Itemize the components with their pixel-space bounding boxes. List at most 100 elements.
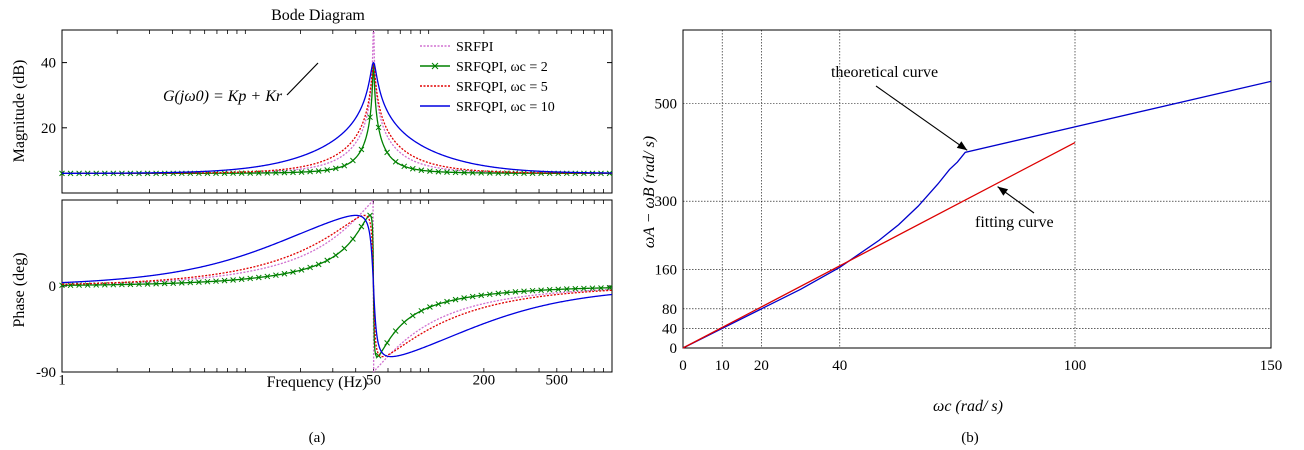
frequency-tick-label: 50 bbox=[366, 373, 381, 389]
series-marker bbox=[255, 170, 262, 176]
annotation-arrow-head bbox=[956, 141, 968, 151]
series-marker bbox=[538, 287, 544, 294]
panel-b-ytick-label: 300 bbox=[655, 194, 678, 210]
series-marker bbox=[589, 285, 596, 292]
series-marker bbox=[606, 284, 613, 291]
panel-b-xtick-label: 10 bbox=[715, 358, 730, 374]
series-marker bbox=[230, 277, 236, 283]
phase-axes bbox=[61, 199, 613, 373]
panel-b-xtick-label: 20 bbox=[754, 358, 769, 374]
panel-b-ticks: 0 10 20 40 100 150 0 40 80 160 300 500 bbox=[655, 96, 1283, 374]
series-marker bbox=[512, 170, 519, 177]
caption-a: (a) bbox=[309, 430, 326, 446]
series-marker bbox=[427, 304, 433, 310]
magnitude-axes bbox=[61, 29, 613, 372]
legend-label: SRFQPI, ωc = 10 bbox=[456, 100, 555, 115]
series-marker bbox=[521, 170, 527, 177]
phase-series-line bbox=[62, 214, 612, 358]
gain-annotation-arrow bbox=[286, 62, 319, 96]
series-marker bbox=[452, 296, 459, 303]
series-marker bbox=[581, 285, 587, 292]
series-marker bbox=[375, 124, 382, 131]
series-marker bbox=[461, 169, 467, 176]
series-marker bbox=[136, 281, 142, 288]
panel-b-xtick-label: 150 bbox=[1260, 358, 1283, 374]
panel-b-curves: 0 10 20 40 100 150 0 40 80 160 300 500 ωA − ωB (rad… bbox=[641, 29, 1283, 446]
phase-series-line bbox=[62, 214, 612, 358]
series-marker bbox=[315, 261, 322, 268]
magnitude-tick-label: 40 bbox=[41, 56, 56, 72]
series-marker bbox=[469, 169, 476, 176]
panel-b-xlabel: ωc (rad/ s) bbox=[933, 398, 1003, 415]
series-marker bbox=[67, 282, 74, 289]
legend-label: SRFPI bbox=[456, 40, 494, 55]
series-marker bbox=[401, 319, 408, 326]
legend: SRFPI SRFQPI, ωc = 2 SRFQPI, ωc = 5 SRFQPI,… bbox=[420, 40, 555, 115]
annotation-arrow-head bbox=[997, 186, 1009, 196]
series-marker bbox=[546, 286, 553, 293]
series-marker bbox=[332, 165, 339, 172]
series-marker bbox=[401, 163, 408, 170]
series-marker bbox=[384, 339, 390, 346]
series-marker bbox=[435, 168, 442, 175]
legend-marker bbox=[431, 62, 439, 70]
series-marker bbox=[427, 168, 433, 174]
series-marker bbox=[247, 275, 254, 282]
series-marker bbox=[127, 281, 134, 288]
series-marker bbox=[161, 280, 168, 287]
panel-a-bode: Bode Diagram 1 50 200 500 20 40 -90 0 Magnitude… bbox=[11, 7, 613, 446]
series-marker bbox=[255, 274, 262, 281]
series-marker bbox=[418, 307, 425, 314]
magnitude-plot bbox=[59, 30, 613, 177]
series-marker bbox=[495, 290, 502, 297]
panel-b-series-line bbox=[682, 141, 1076, 349]
series-marker bbox=[144, 281, 151, 287]
series-marker bbox=[367, 114, 373, 121]
series-marker bbox=[444, 169, 450, 176]
series-marker bbox=[290, 169, 296, 176]
series-marker bbox=[298, 267, 305, 273]
series-marker bbox=[572, 285, 579, 292]
series-marker bbox=[572, 170, 579, 177]
series-marker bbox=[341, 162, 348, 169]
panel-b-ytick-label: 0 bbox=[670, 341, 678, 357]
panel-b-plot bbox=[682, 80, 1272, 349]
series-marker bbox=[230, 170, 236, 177]
series-marker bbox=[170, 280, 177, 287]
series-marker bbox=[504, 170, 510, 177]
series-marker bbox=[119, 281, 125, 288]
series-marker bbox=[324, 257, 331, 264]
series-marker bbox=[358, 146, 365, 153]
gain-annotation: G(jω0) = Kp + Kr bbox=[163, 88, 283, 105]
series-marker bbox=[204, 278, 211, 285]
panel-b-annotation-arrows bbox=[875, 85, 1035, 214]
series-marker bbox=[273, 272, 279, 279]
theoretical-curve-label: theoretical curve bbox=[831, 64, 938, 81]
series-marker bbox=[418, 167, 425, 174]
annotation-arrow-line bbox=[875, 85, 968, 151]
series-marker bbox=[84, 282, 91, 288]
magnitude-ylabel: Magnitude (dB) bbox=[11, 60, 28, 163]
panel-b-ytick-label: 500 bbox=[655, 96, 678, 112]
phase-series-line bbox=[62, 200, 612, 372]
series-marker bbox=[213, 278, 219, 285]
frequency-tick-label: 500 bbox=[546, 373, 569, 389]
series-marker bbox=[375, 352, 382, 359]
series-marker bbox=[409, 165, 416, 172]
series-marker bbox=[358, 223, 365, 230]
series-marker bbox=[187, 279, 194, 286]
series-marker bbox=[273, 169, 279, 176]
series-marker bbox=[196, 279, 202, 285]
frequency-tick-label: 200 bbox=[473, 373, 496, 389]
magnitude-tick-label: 20 bbox=[41, 121, 56, 137]
phase-ylabel: Phase (deg) bbox=[11, 252, 28, 327]
legend-label: SRFQPI, ωc = 2 bbox=[456, 60, 548, 75]
series-marker bbox=[384, 149, 390, 156]
series-marker bbox=[281, 270, 288, 277]
phase-tick-label: 0 bbox=[49, 279, 57, 295]
series-marker bbox=[444, 298, 450, 305]
series-marker bbox=[332, 252, 339, 259]
caption-b: (b) bbox=[961, 430, 979, 446]
series-marker bbox=[563, 286, 570, 292]
